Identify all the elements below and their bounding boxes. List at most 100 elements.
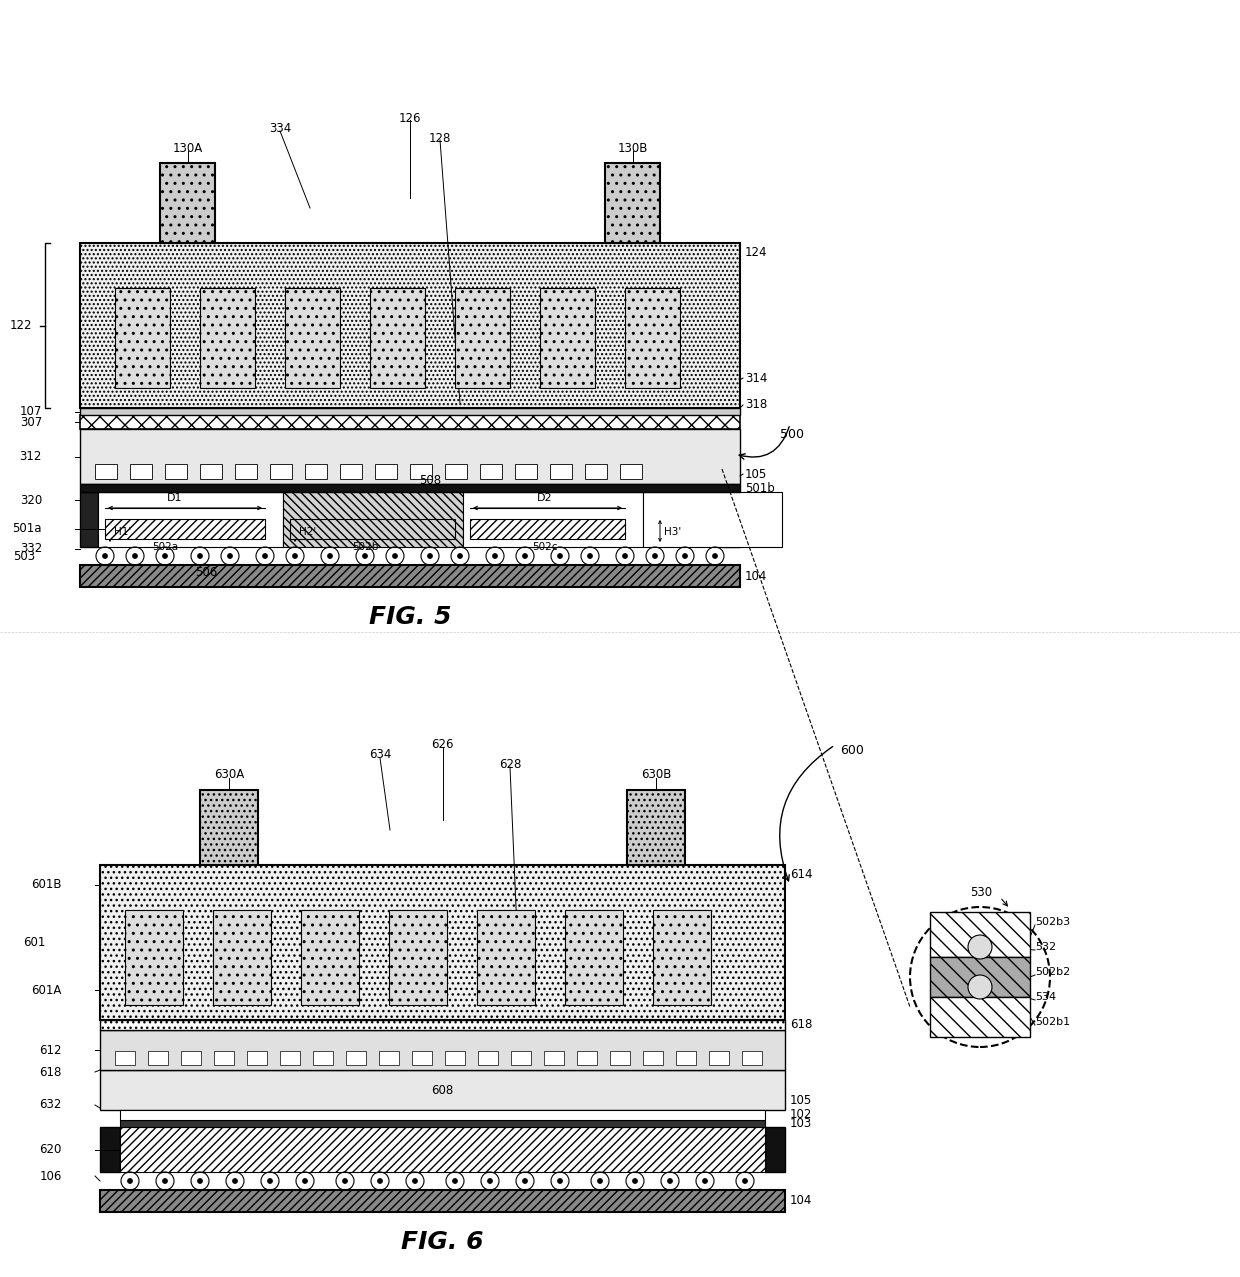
- Circle shape: [362, 553, 367, 558]
- Text: 600: 600: [839, 743, 864, 756]
- Bar: [81, 243, 740, 407]
- Bar: [181, 1051, 201, 1065]
- Bar: [95, 464, 117, 479]
- Circle shape: [667, 1179, 672, 1184]
- Bar: [676, 1051, 696, 1065]
- Circle shape: [458, 553, 463, 558]
- Text: 126: 126: [399, 111, 422, 124]
- Circle shape: [197, 553, 202, 558]
- Bar: [709, 1051, 729, 1065]
- Bar: [125, 911, 184, 1005]
- Circle shape: [327, 553, 332, 558]
- Text: 626: 626: [432, 738, 454, 751]
- Bar: [283, 492, 463, 547]
- Circle shape: [632, 1179, 637, 1184]
- Circle shape: [743, 1179, 748, 1184]
- Bar: [470, 518, 625, 539]
- Bar: [130, 464, 153, 479]
- Text: 502b1: 502b1: [1035, 1016, 1070, 1027]
- Bar: [81, 429, 740, 484]
- Text: 130B: 130B: [618, 142, 647, 155]
- Bar: [627, 790, 684, 865]
- Bar: [81, 415, 740, 429]
- Bar: [305, 464, 327, 479]
- Text: 105: 105: [745, 467, 768, 480]
- Circle shape: [227, 553, 233, 558]
- Text: D1: D1: [167, 493, 182, 503]
- Text: 501b: 501b: [745, 481, 775, 494]
- Bar: [115, 289, 170, 388]
- Text: 628: 628: [498, 759, 521, 771]
- Text: 502b3: 502b3: [1035, 917, 1070, 927]
- Bar: [379, 1051, 399, 1065]
- Text: 612: 612: [40, 1043, 62, 1056]
- Bar: [98, 492, 283, 547]
- Circle shape: [162, 553, 167, 558]
- Circle shape: [703, 1179, 708, 1184]
- Circle shape: [233, 1179, 238, 1184]
- Bar: [625, 289, 680, 388]
- Circle shape: [682, 553, 687, 558]
- Bar: [236, 464, 257, 479]
- Text: 601B: 601B: [31, 879, 62, 891]
- Bar: [930, 956, 1030, 997]
- Circle shape: [162, 1179, 167, 1184]
- Bar: [100, 865, 785, 1020]
- Bar: [120, 1128, 765, 1172]
- Text: 502a: 502a: [153, 541, 179, 552]
- Text: 614: 614: [790, 868, 812, 881]
- Bar: [653, 911, 711, 1005]
- Text: 312: 312: [20, 450, 42, 464]
- Text: 307: 307: [20, 415, 42, 429]
- Bar: [100, 1190, 785, 1212]
- Bar: [515, 464, 537, 479]
- Text: 506: 506: [195, 567, 217, 580]
- Circle shape: [197, 1179, 202, 1184]
- Bar: [100, 1128, 120, 1172]
- Bar: [270, 464, 291, 479]
- Circle shape: [968, 976, 992, 999]
- Text: 128: 128: [429, 132, 451, 144]
- Bar: [480, 464, 502, 479]
- Text: 630B: 630B: [641, 769, 671, 782]
- Text: 124: 124: [745, 246, 768, 259]
- Circle shape: [428, 553, 433, 558]
- Circle shape: [558, 1179, 563, 1184]
- Circle shape: [492, 553, 497, 558]
- Bar: [389, 911, 446, 1005]
- Bar: [280, 1051, 300, 1065]
- Circle shape: [522, 1179, 527, 1184]
- Text: 618: 618: [40, 1065, 62, 1079]
- Circle shape: [128, 1179, 133, 1184]
- Circle shape: [558, 553, 563, 558]
- Text: 334: 334: [269, 121, 291, 134]
- Bar: [290, 518, 455, 539]
- Bar: [539, 289, 595, 388]
- Bar: [511, 1051, 531, 1065]
- Bar: [81, 492, 98, 547]
- Bar: [120, 1120, 765, 1128]
- Bar: [312, 1051, 334, 1065]
- Circle shape: [453, 1179, 458, 1184]
- Bar: [445, 464, 467, 479]
- Bar: [445, 1051, 465, 1065]
- Bar: [100, 1070, 785, 1110]
- Bar: [215, 1051, 234, 1065]
- Bar: [247, 1051, 267, 1065]
- Bar: [455, 289, 510, 388]
- Bar: [410, 464, 432, 479]
- Circle shape: [413, 1179, 418, 1184]
- Circle shape: [713, 553, 718, 558]
- Text: 530: 530: [970, 885, 992, 899]
- Text: H3': H3': [663, 527, 681, 538]
- Bar: [544, 1051, 564, 1065]
- Circle shape: [487, 1179, 492, 1184]
- Bar: [301, 911, 360, 1005]
- Bar: [577, 1051, 596, 1065]
- Bar: [605, 163, 660, 243]
- Bar: [585, 464, 608, 479]
- Bar: [81, 407, 740, 415]
- Circle shape: [342, 1179, 347, 1184]
- Text: 601: 601: [22, 936, 45, 949]
- Text: 105: 105: [790, 1093, 812, 1106]
